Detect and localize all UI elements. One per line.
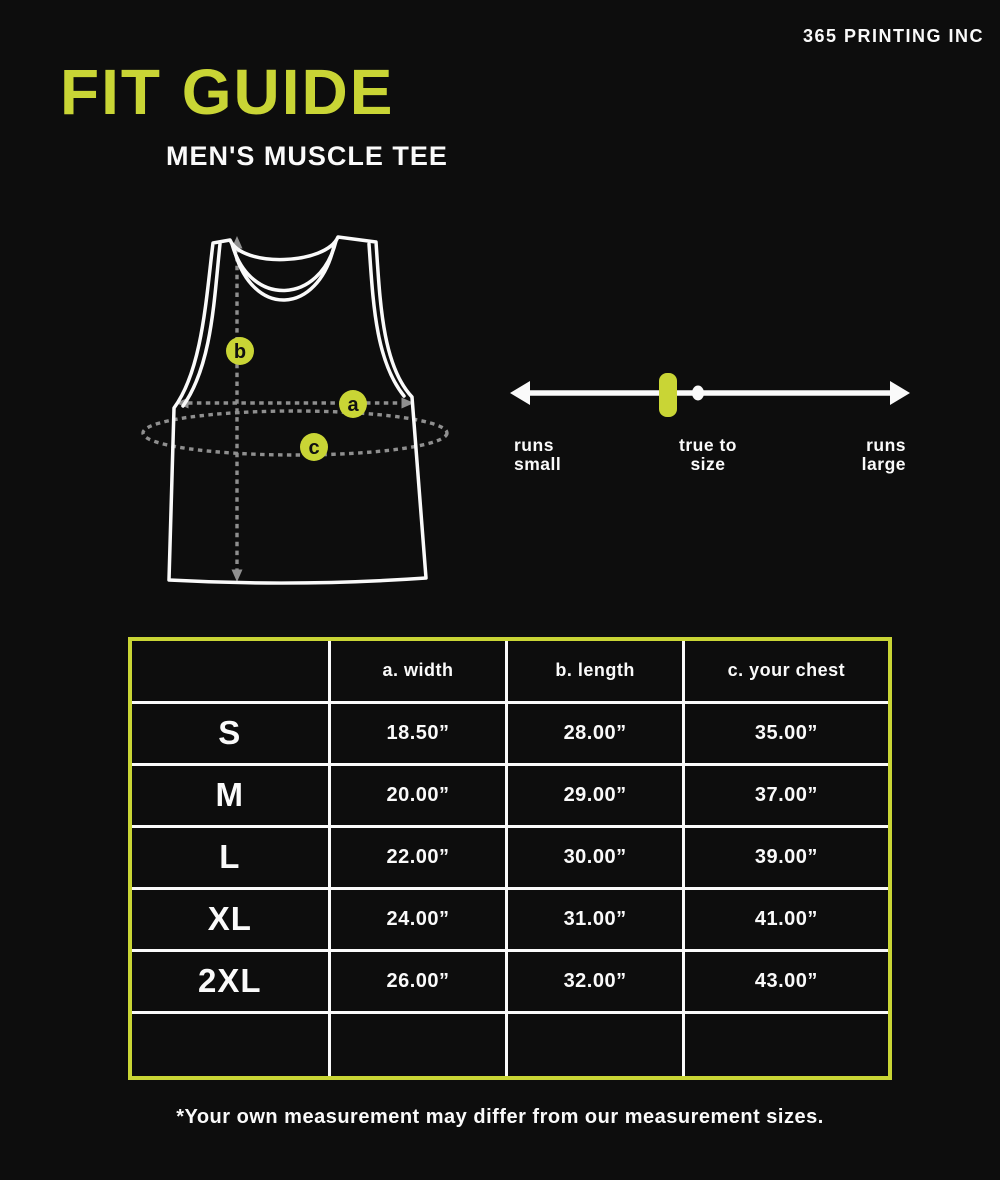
page-title: FIT GUIDE <box>60 56 395 128</box>
chest-value: 41.00” <box>681 886 892 952</box>
svg-text:c: c <box>308 437 319 459</box>
empty-cell <box>681 1010 892 1080</box>
width-value: 22.00” <box>327 824 509 890</box>
footnote: *Your own measurement may differ from ou… <box>176 1106 824 1128</box>
marker-a: a <box>339 390 367 418</box>
empty-cell <box>505 1010 685 1080</box>
width-value: 26.00” <box>327 948 509 1014</box>
left-armhole-seam <box>181 242 222 408</box>
table-row: 2XL 26.00” 32.00” 43.00” <box>128 948 892 1014</box>
length-value: 31.00” <box>505 886 685 952</box>
width-arrow <box>176 397 414 409</box>
collar-inner-line-2 <box>232 244 336 302</box>
marker-c: c <box>300 433 328 461</box>
page-subtitle: MEN'S MUSCLE TEE <box>166 141 448 171</box>
muscle-tee-diagram: b a c <box>141 235 449 585</box>
length-value: 28.00” <box>505 700 685 766</box>
chest-value: 37.00” <box>681 762 892 828</box>
width-value: 20.00” <box>327 762 509 828</box>
tee-outline <box>167 235 428 585</box>
width-value: 18.50” <box>327 700 509 766</box>
col-header-size <box>128 637 331 704</box>
length-arrow <box>231 236 243 582</box>
col-header-width: a. width <box>327 637 509 704</box>
table-row: S 18.50” 28.00” 35.00” <box>128 700 892 766</box>
chest-ellipse <box>141 409 449 457</box>
right-arrowhead <box>890 381 910 405</box>
col-header-length: b. length <box>505 637 685 704</box>
size-label: S <box>128 700 331 766</box>
runs-large-label: runs large <box>861 435 906 475</box>
size-label: L <box>128 824 331 890</box>
fit-scale-arrow <box>510 373 910 417</box>
size-label: XL <box>128 886 331 952</box>
table-row: L 22.00” 30.00” 39.00” <box>128 824 892 890</box>
right-armhole-seam <box>367 242 406 398</box>
size-table: a. width b. length c. your chest S 18.50… <box>128 637 892 1080</box>
col-header-chest: c. your chest <box>681 637 892 704</box>
empty-cell <box>128 1010 331 1080</box>
fit-scale: runs small true to size runs large <box>500 350 920 490</box>
fit-indicator-marker <box>659 373 677 417</box>
empty-cell <box>327 1010 509 1080</box>
length-value: 30.00” <box>505 824 685 890</box>
size-label: 2XL <box>128 948 331 1014</box>
runs-small-label: runs small <box>514 435 562 475</box>
table-row: M 20.00” 29.00” 37.00” <box>128 762 892 828</box>
table-row-empty <box>128 1010 892 1080</box>
collar-inner-line-1 <box>230 239 338 293</box>
brand-text: 365 PRINTING INC <box>802 26 984 46</box>
table-header-row: a. width b. length c. your chest <box>128 637 892 704</box>
left-arrowhead <box>510 381 530 405</box>
length-value: 32.00” <box>505 948 685 1014</box>
chest-value: 35.00” <box>681 700 892 766</box>
chest-value: 39.00” <box>681 824 892 890</box>
true-to-size-label: true to size <box>679 435 737 475</box>
length-value: 29.00” <box>505 762 685 828</box>
chest-value: 43.00” <box>681 948 892 1014</box>
table-row: XL 24.00” 31.00” 41.00” <box>128 886 892 952</box>
svg-text:b: b <box>234 341 246 363</box>
marker-b: b <box>226 337 254 365</box>
width-value: 24.00” <box>327 886 509 952</box>
svg-text:a: a <box>347 394 359 416</box>
scale-center-dot <box>692 385 704 401</box>
size-label: M <box>128 762 331 828</box>
